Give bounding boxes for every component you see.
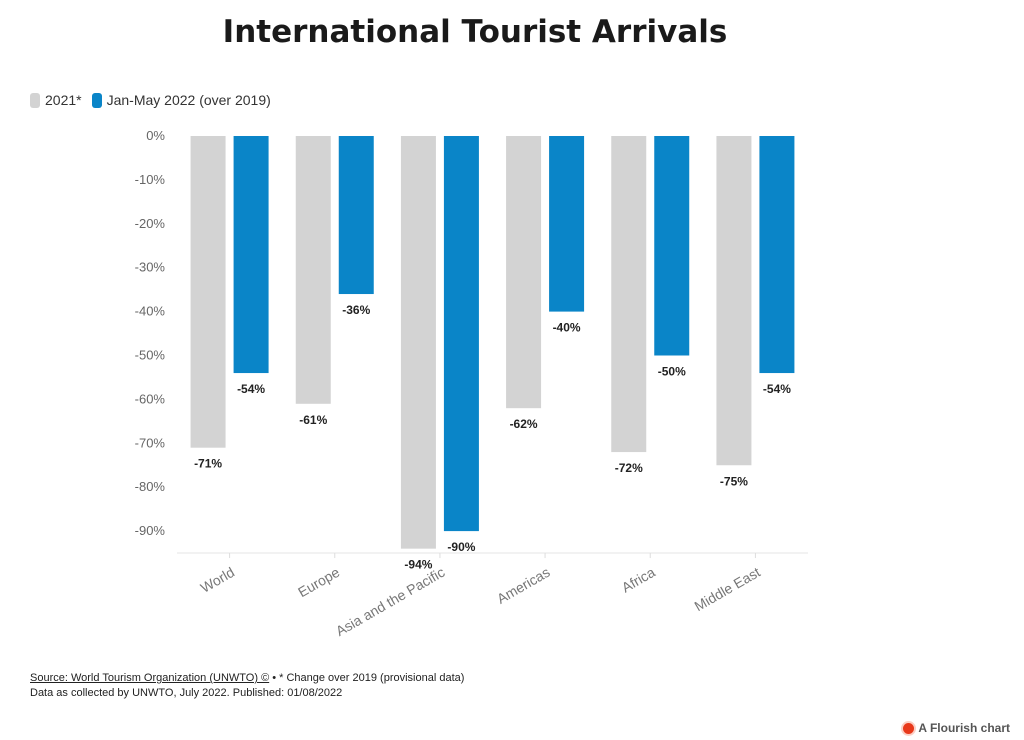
x-category-label: Europe: [295, 564, 342, 601]
flourish-logo-icon: [903, 722, 915, 734]
bar-2022: [233, 136, 269, 374]
data-label: -75%: [720, 474, 748, 488]
flourish-credit[interactable]: A Flourish chart: [903, 721, 1010, 735]
bar-2022: [654, 136, 690, 356]
data-label: -54%: [237, 382, 265, 396]
footer-line-2: Data as collected by UNWTO, July 2022. P…: [30, 687, 343, 699]
y-tick-label: -70%: [135, 435, 166, 450]
data-label: -71%: [194, 457, 222, 471]
bar-2021: [400, 136, 436, 549]
legend-label-2021: 2021*: [45, 92, 82, 108]
footer-line-1: Source: World Tourism Organization (UNWT…: [30, 671, 464, 686]
legend-swatch-2022: [91, 92, 102, 108]
y-tick-label: 0%: [146, 128, 165, 143]
data-label: -54%: [763, 382, 791, 396]
bar-2021: [716, 136, 752, 466]
x-category-label: Middle East: [692, 564, 763, 614]
data-label: -40%: [553, 321, 581, 335]
y-tick-label: -10%: [135, 172, 166, 187]
bar-2022: [759, 136, 795, 374]
legend-item-2022[interactable]: Jan-May 2022 (over 2019): [91, 92, 271, 108]
bar-2021: [506, 136, 542, 409]
data-label: -36%: [342, 303, 370, 317]
y-tick-label: -20%: [135, 216, 166, 231]
bar-2021: [611, 136, 647, 453]
data-label: -61%: [299, 413, 327, 427]
footer: Source: World Tourism Organization (UNWT…: [30, 671, 464, 701]
bar-2021: [295, 136, 331, 404]
bar-2022: [338, 136, 374, 295]
source-link[interactable]: Source: World Tourism Organization (UNWT…: [30, 672, 270, 684]
footer-note: • * Change over 2019 (provisional data): [269, 672, 465, 684]
x-category-label: Africa: [619, 564, 658, 596]
y-tick-label: -90%: [135, 523, 166, 538]
data-label: -50%: [658, 365, 686, 379]
bar-2022: [549, 136, 585, 312]
y-tick-label: -50%: [135, 348, 166, 363]
y-tick-label: -40%: [135, 304, 166, 319]
data-label: -94%: [404, 558, 432, 572]
flourish-credit-label: A Flourish chart: [918, 721, 1010, 735]
x-category-label: Asia and the Pacific: [333, 564, 447, 639]
data-label: -72%: [615, 461, 643, 475]
legend-item-2021[interactable]: 2021*: [30, 92, 82, 108]
x-category-label: Americas: [494, 564, 553, 607]
chart-title: International Tourist Arrivals: [222, 14, 728, 50]
bar-chart: 0% -10% -20% -30% -40% -50% -60% -70% -80% -90% Wo…: [135, 128, 808, 639]
x-category-label: World: [198, 564, 237, 596]
y-tick-label: -30%: [135, 260, 166, 275]
y-tick-label: -60%: [135, 391, 166, 406]
legend-label-2022: Jan-May 2022 (over 2019): [106, 92, 271, 108]
data-label: -90%: [447, 540, 475, 554]
legend-swatch-2021: [30, 92, 40, 108]
bar-2021: [190, 136, 226, 448]
data-label: -62%: [510, 417, 538, 431]
y-tick-label: -80%: [135, 479, 166, 494]
legend: 2021* Jan-May 2022 (over 2019): [30, 92, 281, 108]
bar-2022: [443, 136, 479, 532]
